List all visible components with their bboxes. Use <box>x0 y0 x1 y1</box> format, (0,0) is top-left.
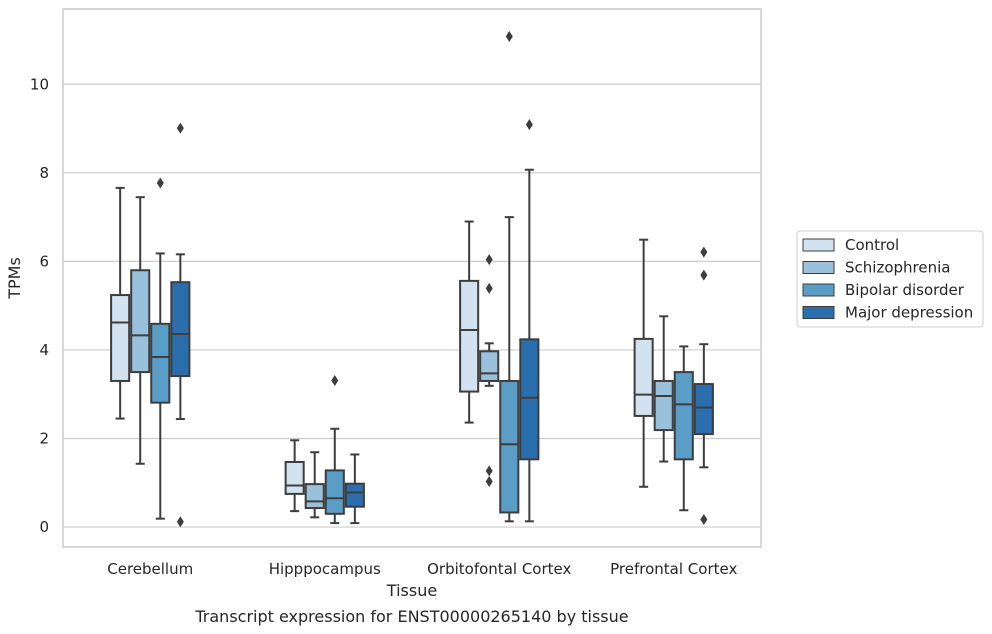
box-major-depression <box>170 122 191 528</box>
x-tick-label: Orbitofontal Cortex <box>427 560 571 578</box>
box-iqr <box>344 482 365 508</box>
x-tick-label: Prefrontal Cortex <box>610 560 737 578</box>
box-iqr <box>110 294 131 382</box>
legend-swatch <box>802 306 835 319</box>
box-bipolar-disorder <box>324 375 345 525</box>
y-tick-label: 10 <box>30 75 49 93</box>
box-schizophrenia <box>130 196 151 465</box>
outlier-point <box>485 282 493 294</box>
box-control <box>284 439 305 513</box>
box-major-depression <box>344 453 365 525</box>
box-iqr <box>459 279 480 393</box>
y-tick-label: 8 <box>39 164 49 182</box>
outlier-point <box>505 30 513 42</box>
box-iqr <box>693 383 714 436</box>
outlier-point <box>485 465 493 477</box>
legend-label: Major depression <box>845 304 973 322</box>
box-iqr <box>130 269 151 374</box>
box-control <box>633 238 654 488</box>
chart-caption: Transcript expression for ENST0000026514… <box>194 607 628 626</box>
y-tick-label: 4 <box>39 341 49 359</box>
box-iqr <box>170 281 191 378</box>
box-schizophrenia <box>304 451 325 519</box>
legend-label: Bipolar disorder <box>845 281 965 299</box>
box-iqr <box>324 469 345 515</box>
y-tick-label: 0 <box>39 518 49 536</box>
legend: Control Schizophrenia Bipolar disorder Majo… <box>796 230 984 328</box>
legend-item: Major depression <box>802 304 973 322</box>
x-tick-label: Hipppocampus <box>269 560 381 578</box>
outlier-point <box>156 177 164 189</box>
boxes-layer <box>110 30 714 528</box>
x-axis-label: Tissue <box>386 581 437 600</box>
outlier-point <box>176 516 184 528</box>
outlier-point <box>700 246 708 258</box>
outlier-point <box>485 475 493 487</box>
box-iqr <box>499 379 520 514</box>
box-bipolar-disorder <box>673 345 694 512</box>
legend-swatch <box>802 238 835 252</box>
box-iqr <box>479 350 500 382</box>
y-tick-label: 2 <box>39 430 49 448</box>
box-major-depression <box>519 119 540 523</box>
outlier-point <box>525 119 533 131</box>
plot-frame <box>62 8 762 548</box>
box-iqr <box>519 338 540 461</box>
y-axis-ticks: 0 2 4 6 8 10 <box>30 75 49 536</box>
box-control <box>459 220 480 424</box>
outlier-point <box>331 375 339 387</box>
legend-label: Control <box>845 236 899 254</box>
box-bipolar-disorder <box>499 30 520 523</box>
box-iqr <box>304 483 325 510</box>
box-iqr <box>653 379 674 432</box>
outlier-point <box>485 254 493 266</box>
box-schizophrenia <box>653 315 674 463</box>
box-major-depression <box>693 246 714 526</box>
box-control <box>110 186 131 420</box>
x-tick-label: Cerebellum <box>107 560 193 578</box>
legend-label: Schizophrenia <box>845 259 950 277</box>
outlier-point <box>700 269 708 281</box>
legend-item: Control <box>802 236 899 254</box>
legend-item: Schizophrenia <box>802 259 950 277</box>
outlier-point <box>176 122 184 134</box>
box-iqr <box>150 322 171 404</box>
box-iqr <box>284 460 305 495</box>
outlier-point <box>700 514 708 526</box>
box-bipolar-disorder <box>150 177 171 520</box>
box-schizophrenia <box>479 254 500 487</box>
legend-frame <box>796 230 984 328</box>
legend-item: Bipolar disorder <box>802 281 965 299</box>
legend-swatch <box>802 261 835 274</box>
x-axis-ticks: Cerebellum Hipppocampus Orbitofontal Corte… <box>107 560 737 578</box>
plot-area <box>63 9 761 547</box>
legend-swatch <box>802 283 835 297</box>
y-axis-label: TPMs <box>5 257 24 300</box>
y-tick-label: 6 <box>39 252 49 270</box>
box-iqr <box>673 371 694 461</box>
box-iqr <box>633 337 654 417</box>
